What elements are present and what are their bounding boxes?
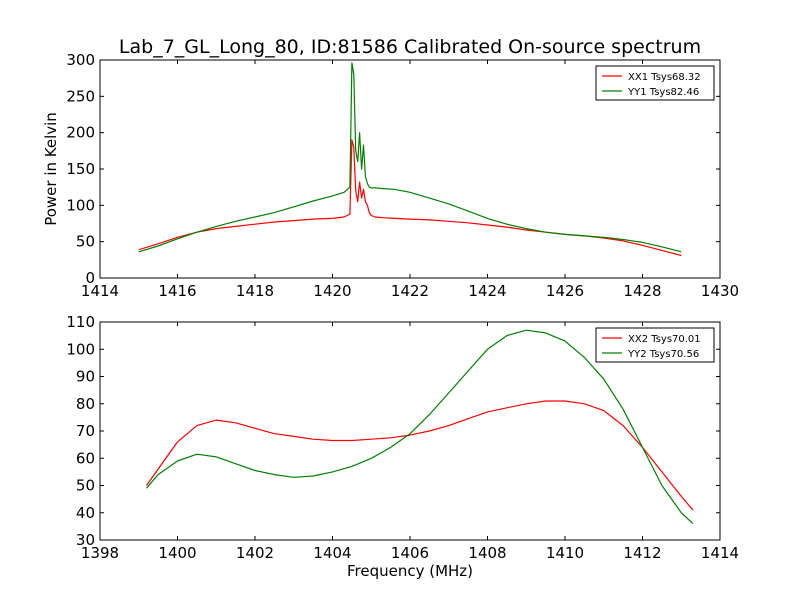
chart-0-ytick-label-6: 300 xyxy=(66,51,95,69)
chart-1-series-0-line xyxy=(146,400,694,511)
chart-0-ytick-label-0: 0 xyxy=(85,269,95,287)
chart-1-ytick-label-0: 30 xyxy=(76,531,95,549)
chart-0-xtick-label-1: 1416 xyxy=(158,282,196,300)
chart-1-xtick-label-4: 1406 xyxy=(391,544,429,562)
chart-1-xlabel: Frequency (MHz) xyxy=(347,562,473,580)
chart-0-ytick-label-3: 150 xyxy=(66,160,95,178)
chart-0-xtick-label-5: 1424 xyxy=(468,282,506,300)
chart-1-ytick-label-4: 70 xyxy=(76,422,95,440)
chart-0-ytick-label-5: 250 xyxy=(66,87,95,105)
chart-1-legend-label-0: XX2 Tsys70.01 xyxy=(628,334,701,345)
chart-1-xtick-label-3: 1404 xyxy=(313,544,351,562)
chart-0-series-1-line xyxy=(138,62,682,253)
chart-1-xtick-label-5: 1408 xyxy=(468,544,506,562)
chart-1-xtick-label-7: 1412 xyxy=(623,544,661,562)
chart-0-xtick-label-7: 1428 xyxy=(623,282,661,300)
chart-1-ytick-label-1: 40 xyxy=(76,504,95,522)
bottom-spectrum-panel: 1398 1400 1402 1404 1406 1408 1410 1412 1414 30 40… xyxy=(66,313,739,580)
chart-1-ytick-label-6: 90 xyxy=(76,368,95,386)
chart-1-ytick-label-2: 50 xyxy=(76,477,95,495)
chart-0-xtick-label-6: 1426 xyxy=(546,282,584,300)
chart-0-xtick-label-3: 1420 xyxy=(313,282,351,300)
chart-1-ytick-label-3: 60 xyxy=(76,449,95,467)
chart-0-xtick-label-2: 1418 xyxy=(236,282,274,300)
chart-0-ytick-label-2: 100 xyxy=(66,196,95,214)
top-spectrum-panel: 1414 1416 1418 1420 1422 1424 1426 1428 1430 0 50 1… xyxy=(42,51,739,300)
chart-1-xtick-label-1: 1400 xyxy=(158,544,196,562)
chart-0-legend-label-0: XX1 Tsys68.32 xyxy=(628,72,701,83)
chart-0-xtick-label-8: 1430 xyxy=(701,282,739,300)
chart-0-ytick-label-4: 200 xyxy=(66,124,95,142)
chart-1-xtick-label-8: 1414 xyxy=(701,544,739,562)
chart-1-ytick-label-5: 80 xyxy=(76,395,95,413)
figure-title: Lab_7_GL_Long_80, ID:81586 Calibrated On… xyxy=(119,36,701,58)
chart-1-legend-label-1: YY2 Tsys70.56 xyxy=(627,349,699,360)
chart-1-xtick-label-0: 1398 xyxy=(81,544,119,562)
chart-0-legend-box xyxy=(595,65,715,101)
chart-1-ytick-label-7: 100 xyxy=(66,340,95,358)
chart-1-legend-box xyxy=(595,327,715,363)
chart-1-xtick-label-6: 1410 xyxy=(546,544,584,562)
chart-1-series-1-line xyxy=(146,329,694,525)
chart-0-ylabel: Power in Kelvin xyxy=(42,112,60,226)
chart-0-ytick-label-1: 50 xyxy=(76,233,95,251)
chart-1-xtick-label-2: 1402 xyxy=(236,544,274,562)
chart-0-xtick-label-4: 1422 xyxy=(391,282,429,300)
chart-0-legend-label-1: YY1 Tsys82.46 xyxy=(627,87,699,98)
chart-0-xtick-label-0: 1414 xyxy=(81,282,119,300)
chart-1-ytick-label-8: 110 xyxy=(66,313,95,331)
